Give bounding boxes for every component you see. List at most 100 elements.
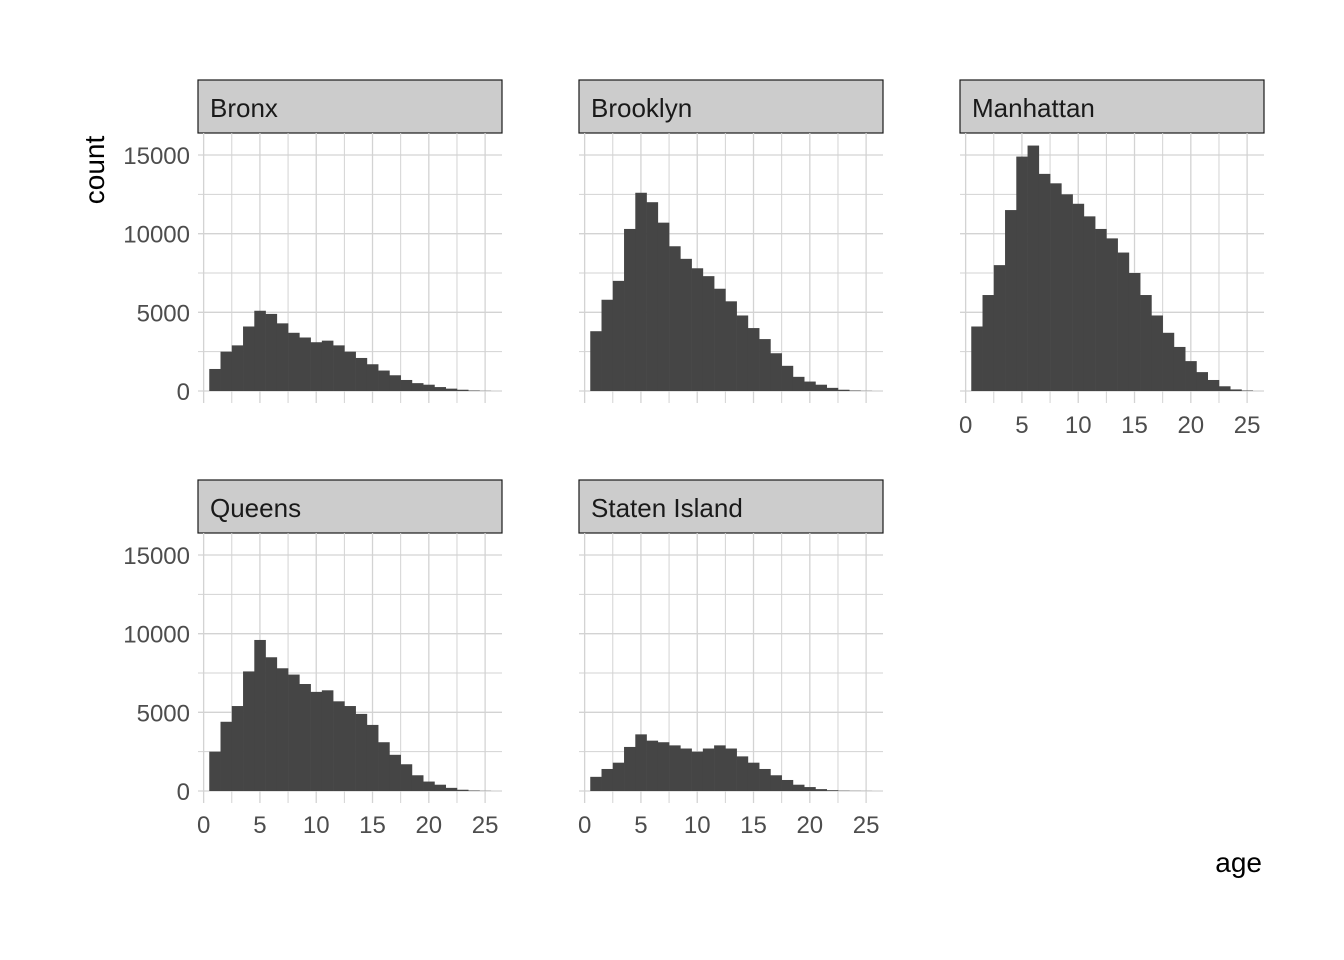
- histogram-bar: [624, 746, 636, 791]
- x-tick-label: 25: [472, 812, 499, 839]
- histogram-bar: [747, 328, 760, 391]
- histogram-bar: [220, 351, 233, 391]
- histogram-bar: [366, 364, 379, 391]
- histogram-bar: [736, 756, 749, 791]
- x-tick-label: 10: [684, 812, 711, 839]
- strip-manhattan: [959, 79, 1265, 134]
- x-tick-label: 15: [740, 812, 767, 839]
- histogram-bar: [747, 762, 760, 791]
- histogram-bar: [265, 657, 278, 791]
- x-tick-label: 5: [1015, 412, 1028, 439]
- strip-label: Queens: [210, 493, 301, 523]
- histogram-bar: [657, 222, 670, 391]
- histogram-bar: [243, 326, 255, 391]
- x-tick-label: 0: [578, 812, 591, 839]
- histogram-bar: [434, 784, 447, 791]
- histogram-bar: [781, 779, 794, 791]
- histogram-bar: [680, 258, 692, 391]
- histogram-bar: [590, 331, 602, 391]
- histogram-bar: [220, 721, 233, 791]
- histogram-bar: [1151, 315, 1163, 391]
- histogram-bar: [792, 376, 805, 391]
- histogram-bar: [299, 684, 311, 791]
- panel-bronx: Bronx 0 5000 10000 15000: [123, 79, 503, 406]
- x-tick-label: 25: [1234, 412, 1261, 439]
- x-tick-label: 25: [853, 812, 880, 839]
- histogram-bar: [815, 789, 828, 791]
- histogram-bar: [624, 228, 636, 391]
- histogram-bar: [400, 764, 413, 791]
- histogram-bar: [333, 345, 345, 391]
- histogram-bar: [646, 740, 659, 791]
- histogram-bar: [1106, 238, 1118, 391]
- histogram-bar: [445, 388, 458, 391]
- histogram-bar: [434, 387, 447, 391]
- histogram-bar: [982, 295, 995, 391]
- y-tick-label: 0: [177, 779, 190, 806]
- x-tick-label: 5: [634, 812, 647, 839]
- panel-brooklyn: Brooklyn: [578, 79, 884, 403]
- y-tick-label: 5000: [137, 700, 190, 727]
- histogram-bar: [714, 745, 726, 791]
- histogram-bar: [231, 345, 244, 391]
- histogram-bar: [344, 706, 356, 791]
- histogram-bar: [456, 789, 469, 791]
- histogram-bar: [1016, 156, 1028, 391]
- histogram-bar: [1185, 361, 1197, 391]
- histogram-bar: [669, 745, 681, 791]
- histogram-bar: [1095, 228, 1107, 391]
- histogram-bar: [770, 353, 782, 391]
- histogram-bar: [1207, 379, 1220, 391]
- histogram-bar: [299, 337, 311, 391]
- histogram-bar: [657, 742, 670, 791]
- panel-queens: Queens 0 5000 10000 15000 0 5 10 15 20 25: [123, 479, 503, 839]
- histogram-bar: [254, 310, 266, 391]
- histogram-bar: [1050, 183, 1062, 391]
- histogram-bar: [804, 381, 816, 391]
- x-tick-label: 15: [359, 812, 386, 839]
- histogram-bar: [601, 299, 614, 391]
- x-tick-label: 0: [197, 812, 210, 839]
- strip-label: Bronx: [210, 93, 278, 123]
- histogram-bar: [1230, 389, 1242, 391]
- histogram-bar: [1072, 203, 1085, 391]
- histogram-bar: [691, 268, 704, 391]
- histogram-bar: [378, 370, 390, 391]
- x-tick-label: 10: [303, 812, 330, 839]
- y-tick-label: 5000: [137, 300, 190, 327]
- x-tick-label: 20: [1177, 412, 1204, 439]
- histogram-bar: [1218, 386, 1231, 391]
- histogram-bar: [1196, 372, 1209, 391]
- histogram-bar: [1162, 332, 1175, 391]
- histogram-bar: [243, 671, 255, 791]
- histogram-bar: [770, 775, 782, 791]
- histogram-bar: [1140, 295, 1152, 391]
- x-tick-label: 10: [1065, 412, 1092, 439]
- histogram-bar: [321, 340, 334, 391]
- histogram-bar: [837, 389, 850, 391]
- histogram-bar: [993, 265, 1006, 391]
- histogram-bar: [1005, 210, 1017, 391]
- histogram-bar: [759, 339, 771, 391]
- strip-staten-island: [578, 479, 884, 534]
- histogram-bar: [680, 748, 692, 791]
- histogram-bar: [725, 301, 737, 391]
- histogram-bar: [310, 691, 323, 791]
- histogram-bar: [209, 368, 221, 391]
- y-tick-label: 0: [177, 379, 190, 406]
- strip-label: Staten Island: [591, 493, 743, 523]
- histogram-bar: [378, 742, 390, 791]
- strip-label: Brooklyn: [591, 93, 692, 123]
- histogram-bar: [590, 776, 602, 791]
- x-tick-label: 20: [796, 812, 823, 839]
- y-tick-label: 15000: [123, 543, 190, 570]
- histogram-bar: [669, 246, 681, 391]
- histogram-bar: [321, 690, 334, 791]
- histogram-bar: [612, 762, 625, 791]
- histogram-bar: [815, 384, 828, 391]
- histogram-bar: [1117, 252, 1130, 391]
- strip-queens: [197, 479, 503, 534]
- histogram-bar: [366, 724, 379, 791]
- strip-label: Manhattan: [972, 93, 1095, 123]
- histogram-bar: [635, 192, 647, 391]
